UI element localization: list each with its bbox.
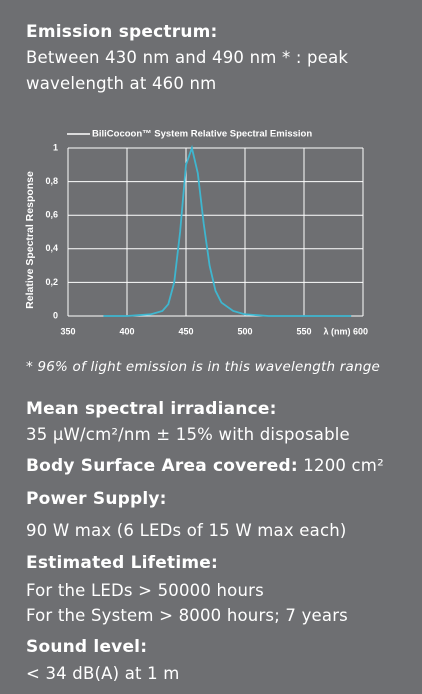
text: For the LEDs > 50000 hours [26,581,264,600]
text: For the System > 8000 hours; 7 years [26,606,348,625]
y-tick-label: 0,2 [45,277,58,287]
heading: Mean spectral irradiance: [26,399,277,419]
y-tick-label: 0,8 [45,176,58,186]
text: Between 430 nm and 490 nm * : peak [26,48,349,67]
heading: Emission spectrum: [26,22,218,42]
y-tick-label: 1 [53,142,58,152]
x-tick-label: 400 [119,326,134,336]
x-tick-label: 450 [178,326,193,336]
footnote: * 96% of light emission is in this wavel… [26,359,380,375]
x-tick-label: λ (nm) 600 [323,326,368,336]
heading: Power Supply: [26,489,167,509]
legend-label: BiliCocoon™ System Relative Spectral Emi… [92,129,312,140]
line-series [103,144,352,317]
heading: Estimated Lifetime: [26,553,218,573]
row: Body Surface Area covered: 1200 cm² [26,456,384,476]
heading: Sound level: [26,637,148,657]
heading: Body Surface Area covered: [26,456,298,476]
text: 35 µW/cm²/nm ± 15% with disposable [26,425,350,444]
value: 1200 cm² [303,456,384,475]
x-tick-label: 350 [60,326,75,336]
y-tick-label: 0 [53,310,58,320]
y-axis-label: Relative Spectral Response [24,171,36,309]
y-tick-label: 0,4 [45,243,58,253]
text: 90 W max (6 LEDs of 15 W max each) [26,521,347,540]
text: < 34 dB(A) at 1 m [26,664,180,683]
x-tick-label: 550 [296,326,311,336]
chart: 0 0,2 0,4 0,6 0,8 1 350 400 450 500 550 λ (nm) 600 R… [24,129,368,337]
y-tick-label: 0,6 [45,210,58,220]
text: wavelength at 460 nm [26,74,217,93]
x-tick-label: 500 [237,326,252,336]
